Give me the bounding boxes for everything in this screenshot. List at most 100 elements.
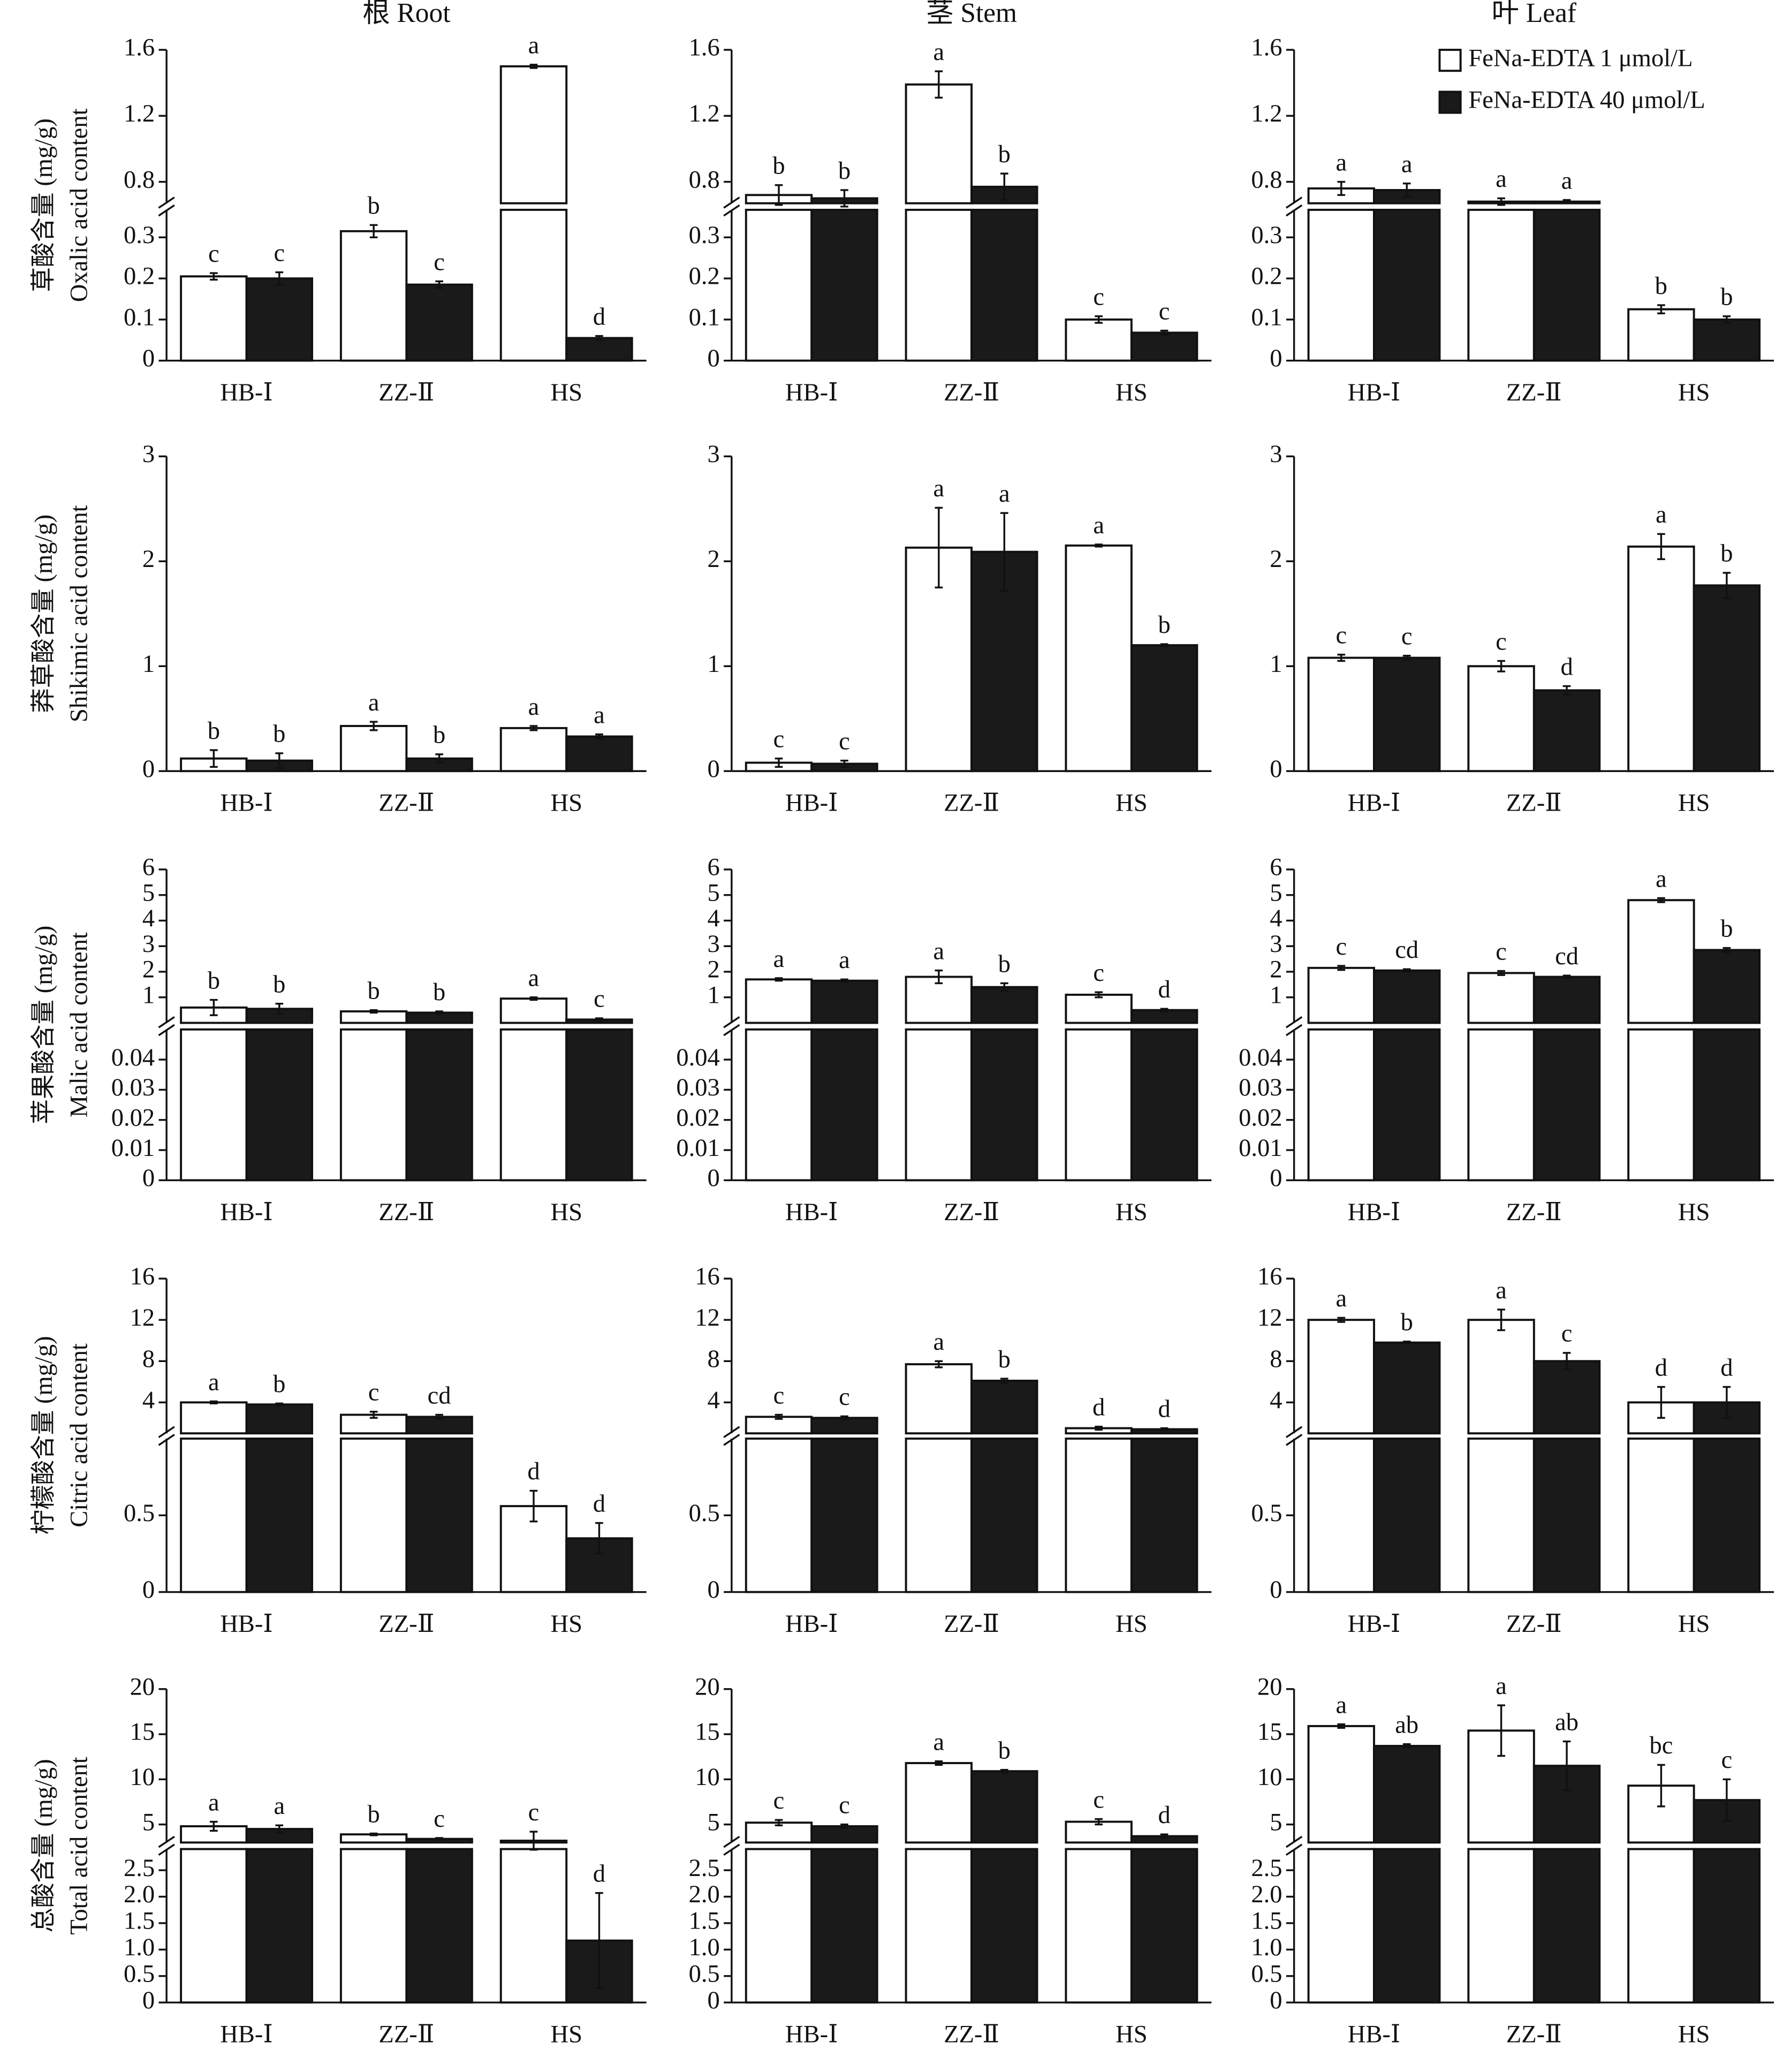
y-tick-label: 0 <box>142 1987 155 2014</box>
axis-break <box>723 1016 740 1029</box>
bar <box>180 1848 248 2004</box>
error-bar <box>1000 512 1008 592</box>
error-bar <box>1160 1008 1168 1012</box>
y-tick-label: 2 <box>708 546 720 573</box>
error-bar <box>1337 654 1346 662</box>
error-bar <box>1095 1425 1103 1431</box>
error-bar <box>209 749 218 768</box>
y-tick-label: 0 <box>142 1576 155 1604</box>
bar <box>1373 208 1441 362</box>
y-tick-label: 4 <box>708 1387 720 1414</box>
legend-label: FeNa-EDTA 40 μmol/L <box>1468 87 1705 114</box>
significance-letter: a <box>934 39 945 66</box>
significance-letter: a <box>528 693 540 721</box>
bar <box>970 1028 1038 1182</box>
bar <box>1627 1028 1695 1182</box>
y-axis-label: 苹果酸含量 (mg/g) <box>30 926 57 1124</box>
x-tick-label: HB-Ⅰ <box>1348 379 1400 406</box>
y-tick-label: 1.5 <box>689 1908 720 1935</box>
x-tick-label: HB-Ⅰ <box>220 1610 272 1638</box>
bar <box>405 283 473 362</box>
error-bar <box>275 271 284 286</box>
significance-letter: c <box>594 986 605 1013</box>
y-tick-label: 0.8 <box>124 166 155 193</box>
bar <box>1373 1028 1441 1182</box>
y-tick-label: 0 <box>708 345 720 372</box>
significance-letter: d <box>593 1860 605 1887</box>
y-tick-label: 0.5 <box>1251 1500 1282 1527</box>
y-axis-label: Citric acid content <box>66 1343 93 1527</box>
y-tick-label: 3 <box>142 441 155 468</box>
error-bar <box>529 996 538 1001</box>
error-bar <box>1000 172 1008 201</box>
error-bar <box>1095 1818 1103 1826</box>
significance-letter: c <box>1093 959 1104 987</box>
error-bar <box>275 1002 284 1015</box>
significance-letter: ab <box>1395 1711 1418 1738</box>
significance-letter: b <box>1655 273 1667 300</box>
significance-letter: b <box>1720 284 1733 311</box>
y-tick-label: 15 <box>695 1719 720 1746</box>
bar <box>1373 1745 1441 1844</box>
y-tick-label: 0 <box>1270 755 1282 783</box>
x-tick-label: HB-Ⅰ <box>785 1610 838 1638</box>
y-tick-label: 2 <box>142 956 155 984</box>
y-axis-label: 总酸含量 (mg/g) <box>30 1759 57 1932</box>
x-tick-label: HB-Ⅰ <box>1348 1199 1400 1226</box>
significance-letter: d <box>1158 976 1170 1003</box>
y-tick-label: 20 <box>1257 1673 1282 1700</box>
y-axis-label: Shikimic acid content <box>66 505 93 722</box>
bar <box>1373 1341 1441 1435</box>
error-bar <box>435 280 443 289</box>
y-tick-label: 5 <box>142 879 155 906</box>
axis-break <box>723 1843 740 1856</box>
error-bar <box>840 759 848 768</box>
bar <box>1627 1848 1695 2004</box>
y-tick-label: 3 <box>1270 931 1282 958</box>
significance-letter: a <box>1335 149 1347 176</box>
y-tick-label: 8 <box>142 1345 155 1373</box>
bar <box>1693 1028 1761 1182</box>
y-tick-label: 1.5 <box>124 1908 155 1935</box>
significance-letter: b <box>1720 915 1733 942</box>
error-bar <box>935 1360 943 1368</box>
y-tick-label: 5 <box>142 1809 155 1836</box>
y-tick-label: 0.8 <box>689 166 720 193</box>
x-tick-label: ZZ-Ⅱ <box>378 1199 434 1226</box>
y-tick-label: 0 <box>142 345 155 372</box>
error-bar <box>775 1413 783 1420</box>
significance-letter: d <box>1720 1354 1733 1381</box>
bar <box>1532 1360 1601 1435</box>
error-bar <box>1657 304 1665 315</box>
significance-letter: a <box>839 947 850 974</box>
y-tick-label: 0 <box>708 1987 720 2014</box>
y-axis-label: 柠檬酸含量 (mg/g) <box>30 1336 57 1534</box>
significance-letter: c <box>434 248 445 276</box>
bar <box>1532 689 1601 773</box>
bar <box>810 1848 878 2004</box>
axis-break <box>158 1835 175 1848</box>
y-tick-label: 15 <box>1257 1719 1282 1746</box>
y-tick-label: 0.2 <box>1251 263 1282 290</box>
significance-letter: c <box>773 1787 785 1814</box>
y-tick-label: 2 <box>708 956 720 984</box>
bar <box>1307 1848 1375 2004</box>
significance-letter: a <box>1496 1673 1507 1700</box>
significance-letter: a <box>1496 1277 1507 1304</box>
x-tick-label: ZZ-Ⅱ <box>378 1610 434 1638</box>
significance-letter: d <box>593 303 605 330</box>
bar <box>1307 1437 1375 1593</box>
y-tick-label: 4 <box>708 905 720 932</box>
bar <box>245 1437 313 1593</box>
bar <box>339 725 408 773</box>
y-tick-label: 1 <box>142 651 155 678</box>
bar <box>810 208 878 362</box>
bar <box>180 1401 248 1435</box>
bar <box>905 208 973 362</box>
significance-letter: a <box>1335 1285 1347 1312</box>
error-bar <box>775 977 783 982</box>
error-bar <box>935 506 943 589</box>
bar <box>1307 656 1375 773</box>
